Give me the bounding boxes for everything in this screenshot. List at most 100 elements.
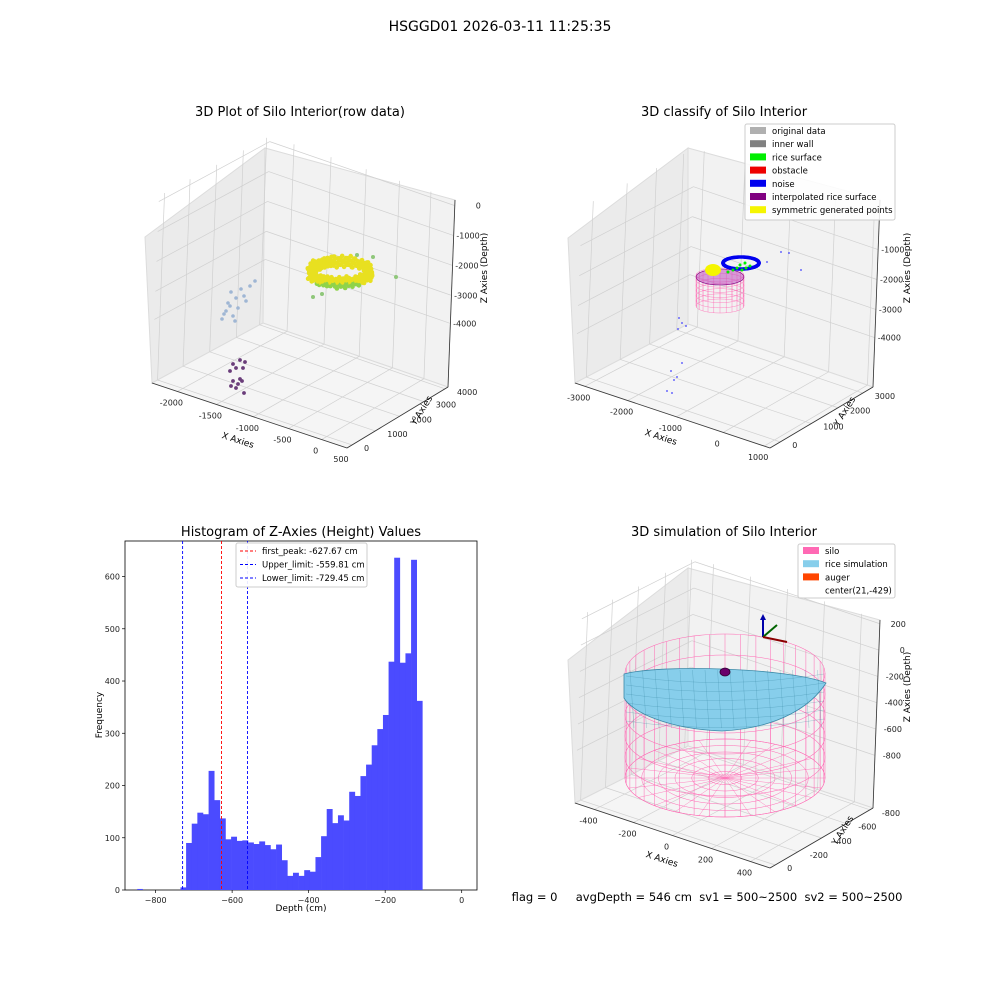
z-tick-label: -2000	[455, 261, 478, 270]
histogram-legend: first_peak: -627.67 cm Upper_limit: -559.…	[235, 542, 368, 588]
z-tick-label: 0	[476, 202, 481, 211]
histogram-bars	[137, 557, 423, 890]
histogram-bar	[208, 770, 215, 890]
histogram-bar	[264, 845, 271, 890]
y-tick-label: -400	[834, 837, 852, 846]
histogram-bar	[326, 809, 333, 890]
noise-point	[766, 261, 768, 263]
legend-label: noise	[772, 180, 795, 190]
legend-label: obstacle	[772, 167, 808, 177]
data-point	[229, 384, 233, 388]
legend-label: rice simulation	[825, 560, 888, 570]
x-tick-label: −200	[374, 896, 396, 905]
panel-classify-3d: 3D classify of Silo Interior -3000-2000-…	[567, 105, 913, 462]
legend-swatch	[803, 573, 819, 581]
raw-z-tick-labels: 0 -1000 -2000 -3000 -4000	[453, 202, 481, 329]
legend-label: rice surface	[772, 153, 822, 163]
histogram-bar	[377, 729, 384, 890]
rice-point	[726, 270, 730, 274]
data-point	[220, 317, 224, 321]
status-line: flag = 0 avgDepth = 546 cm sv1 = 500~250…	[512, 890, 903, 904]
x-tick-label: -2000	[610, 408, 633, 417]
data-point	[238, 358, 242, 362]
histogram-bar	[292, 872, 299, 890]
data-point	[239, 287, 243, 291]
noise-point	[681, 322, 683, 324]
y-tick-label: 100	[105, 834, 120, 843]
histogram-bar	[276, 844, 283, 890]
y-tick-label: 200	[105, 782, 120, 791]
data-point	[226, 301, 230, 305]
histogram-bar	[137, 888, 143, 890]
histogram-bar	[281, 860, 288, 890]
y-tick-label: 1000	[387, 430, 407, 439]
histogram-bar	[231, 836, 238, 890]
rice-point	[735, 266, 739, 270]
raw-x-axis-label: X Axies	[220, 431, 255, 451]
x-tick-label: 200	[698, 856, 713, 865]
histogram-title: Histogram of Z-Axies (Height) Values	[181, 525, 421, 540]
legend-swatch	[750, 166, 766, 174]
y-tick-label: -600	[858, 823, 876, 832]
data-point	[253, 279, 257, 283]
legend-swatch	[750, 179, 766, 187]
noise-point	[800, 269, 802, 271]
classify-legend: original data inner wall rice surface obsta…	[744, 123, 896, 221]
z-tick-label: -400	[885, 699, 903, 708]
x-tick-label: 0	[715, 439, 720, 448]
y-tick-label: 300	[105, 729, 120, 738]
histogram-bar	[236, 840, 243, 890]
histogram-x-axis-label: Depth (cm)	[275, 904, 326, 914]
classify-z-axis-label: Z Axies (Depth)	[903, 233, 913, 304]
histogram-bar	[309, 871, 316, 890]
data-point	[365, 273, 371, 279]
data-point	[369, 273, 375, 279]
histogram-bar	[321, 836, 328, 890]
legend-swatch	[750, 193, 766, 200]
classify-data-points	[666, 251, 802, 394]
data-point	[231, 379, 235, 383]
legend-label: interpolated rice surface	[772, 193, 877, 203]
panel-raw-title: 3D Plot of Silo Interior(row data)	[195, 105, 405, 120]
noise-point	[666, 390, 668, 392]
legend-label: inner wall	[772, 140, 813, 150]
simulation-title: 3D simulation of Silo Interior	[631, 525, 818, 540]
data-point	[328, 283, 333, 289]
data-point	[228, 369, 232, 373]
data-point	[339, 253, 345, 259]
y-tick-label: 4000	[457, 388, 477, 397]
data-point	[238, 377, 242, 381]
histogram-bar	[394, 557, 401, 890]
histogram-bar	[360, 776, 367, 890]
rice-point	[731, 268, 735, 272]
histogram-bar	[349, 791, 356, 890]
histogram-bar	[287, 875, 294, 890]
data-point	[234, 296, 238, 300]
legend-label: center(21,-429)	[825, 587, 892, 597]
z-tick-label: -4000	[878, 334, 901, 343]
noise-point	[757, 260, 761, 265]
x-tick-label: 500	[333, 455, 348, 464]
x-tick-label: -1000	[659, 424, 682, 433]
x-tick-label: 0	[459, 896, 464, 905]
data-point	[236, 306, 240, 310]
rice-point	[744, 266, 748, 270]
histogram-bar	[197, 812, 204, 890]
histogram-plot-area	[124, 540, 478, 891]
histogram-reference-lines	[182, 541, 248, 890]
legend-label: auger	[825, 573, 850, 583]
y-tick-label: 3000	[436, 401, 456, 410]
data-point	[320, 292, 324, 296]
figure-suptitle: HSGGD01 2026-03-11 11:25:35	[389, 19, 612, 35]
y-tick-label: 2000	[412, 415, 432, 424]
data-point	[337, 274, 342, 280]
z-tick-label: -1000	[881, 246, 904, 255]
histogram-bar	[219, 818, 226, 890]
data-point	[315, 279, 321, 284]
data-point	[228, 304, 232, 308]
x-tick-label: -1500	[199, 411, 222, 420]
data-point	[248, 284, 252, 288]
data-point	[224, 309, 228, 313]
x-tick-label: −400	[298, 896, 320, 905]
